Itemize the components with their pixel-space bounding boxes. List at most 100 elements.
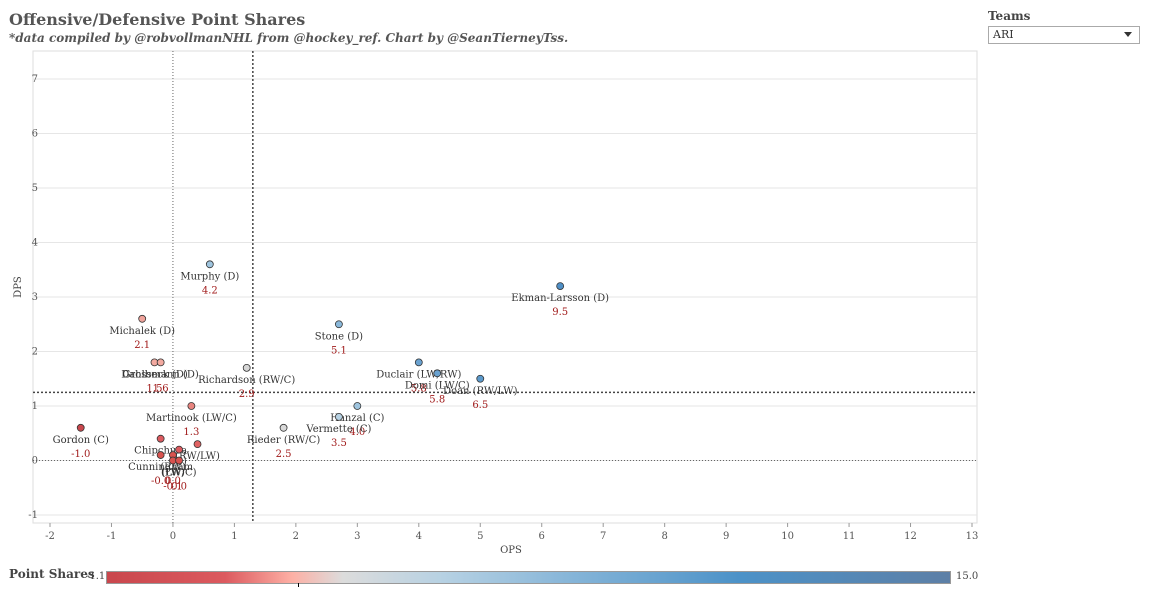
point-value-label: 2.9	[239, 389, 255, 400]
data-points: Ekman-Larsson (D) 9.5 Murphy (D) 4.2 Michale…	[53, 260, 609, 493]
point-label: Murphy (D)	[180, 271, 239, 282]
plot-area	[32, 50, 978, 524]
point-value-label: 2.5	[276, 449, 292, 460]
x-tick-label: 9	[723, 531, 729, 542]
y-tick-label: 3	[32, 292, 38, 303]
x-tick-label: 6	[539, 531, 545, 542]
y-tick-label: -1	[28, 510, 38, 521]
point-value-label: 0.0	[171, 482, 187, 493]
x-tick-label: 7	[600, 531, 606, 542]
point-marker	[205, 260, 214, 269]
point-label: Gordon (C)	[53, 435, 109, 446]
data-point-7: Richardson (RW/C) 2.9	[198, 363, 295, 400]
point-marker	[187, 402, 196, 410]
point-marker	[476, 374, 485, 383]
x-tick-label: 12	[904, 531, 917, 542]
point-value-label: 2.1	[134, 340, 150, 351]
teams-dropdown[interactable]: ARI	[988, 26, 1140, 44]
x-tick-label: 8	[661, 531, 667, 542]
data-point-3: Stone (D) 5.1	[315, 320, 363, 356]
x-tick-label: 5	[477, 531, 483, 542]
y-tick-label: 7	[32, 74, 38, 85]
teams-filter-label: Teams	[988, 9, 1031, 23]
data-point-4: Duclair (LW/RW) 5.8	[376, 358, 461, 394]
color-legend-bar	[106, 571, 951, 584]
point-label: Rieder (RW/C)	[247, 435, 320, 446]
point-marker	[156, 358, 165, 367]
data-point-16: (RW/LW)	[175, 440, 220, 462]
point-value-label: -0.0	[151, 476, 170, 487]
data-point-0: Ekman-Larsson (D) 9.5	[511, 282, 609, 318]
point-marker	[175, 456, 183, 465]
x-tick-label: -1	[107, 531, 117, 542]
point-marker	[433, 369, 442, 378]
y-tick-label: 5	[32, 183, 38, 194]
data-point-5: Domi (LW/C)5.8	[405, 369, 470, 405]
teams-dropdown-value: ARI	[993, 28, 1014, 41]
chart-title: Offensive/Defensive Point Shares	[9, 10, 306, 29]
x-tick-label: 3	[354, 531, 360, 542]
data-point-18: Cunningham -0.0	[128, 451, 194, 487]
point-value-label: 6.5	[472, 400, 488, 411]
point-marker	[414, 358, 423, 367]
point-label: Dahlbeck (D)	[121, 369, 188, 380]
point-label: Michalek (D)	[109, 326, 175, 337]
chart-subtitle: *data compiled by @robvollmanNHL from @h…	[9, 31, 569, 45]
data-point-12: Vermette (C) 3.5	[305, 412, 371, 449]
y-tick-label: 0	[32, 456, 38, 467]
point-value-label: 1.5	[147, 383, 163, 394]
point-marker	[242, 363, 251, 372]
point-label: Vermette (C)	[305, 424, 371, 435]
point-label: (RW)	[160, 462, 185, 473]
x-tick-label: 4	[416, 531, 422, 542]
point-value-label: 4.0	[349, 427, 365, 438]
point-label: Richardson (RW/C)	[198, 375, 295, 386]
x-tick-label: 0	[170, 531, 176, 542]
x-tick-label: 13	[966, 531, 979, 542]
y-tick-label: 6	[32, 129, 38, 140]
point-marker	[334, 412, 343, 421]
chevron-down-icon[interactable]	[1124, 32, 1132, 37]
point-marker	[353, 402, 362, 410]
point-label: Ekman-Larsson (D)	[511, 293, 609, 304]
y-tick-label: 2	[32, 347, 38, 358]
y-tick-label: 4	[32, 238, 38, 249]
point-marker	[138, 314, 147, 323]
point-value-label: 5.8	[411, 383, 427, 394]
point-value-label: 9.5	[552, 307, 568, 318]
y-tick-label: 1	[32, 401, 38, 412]
point-value-label: 1.6	[153, 383, 169, 394]
point-label: Cunningham	[128, 462, 193, 473]
x-tick-label: 11	[843, 531, 856, 542]
point-value-label: 5.1	[331, 345, 347, 356]
data-point-6: Doan (RW/LW) 6.5	[443, 374, 518, 411]
x-tick-label: -2	[45, 531, 55, 542]
data-point-1: Murphy (D) 4.2	[180, 260, 239, 296]
point-value-label: -1.0	[71, 449, 90, 460]
legend-min-label: -1.1	[86, 571, 106, 582]
data-point-11: Hanzal (C) 4.0	[330, 402, 385, 438]
point-marker	[156, 434, 165, 443]
data-point-10: Martinook (LW/C) 1.3	[146, 402, 237, 438]
x-tick-label: 2	[293, 531, 299, 542]
legend-title: Point Shares	[9, 567, 95, 581]
point-label: (LW/C)	[162, 468, 197, 479]
point-label: Doan (RW/LW)	[443, 386, 518, 397]
reference-lines	[33, 51, 977, 523]
y-axis-label: DPS	[13, 276, 24, 298]
point-value-label: 3.5	[331, 438, 347, 449]
data-point-21: (LW/C) 0.0	[162, 456, 197, 493]
x-tick-label: 1	[231, 531, 237, 542]
point-label: Grossmann (D)	[122, 369, 198, 380]
point-value-label: 1.3	[183, 427, 199, 438]
legend-max-label: 15.0	[956, 571, 979, 582]
point-label: (RW/LW)	[175, 451, 220, 462]
point-label: (LW)	[161, 468, 185, 479]
data-point-14: Gordon (C) -1.0	[53, 423, 109, 460]
legend-marker	[298, 583, 299, 587]
point-label: Domi (LW/C)	[405, 380, 470, 391]
point-label: Hanzal (C)	[330, 413, 384, 424]
data-point-13: Rieder (RW/C) 2.5	[247, 423, 320, 460]
